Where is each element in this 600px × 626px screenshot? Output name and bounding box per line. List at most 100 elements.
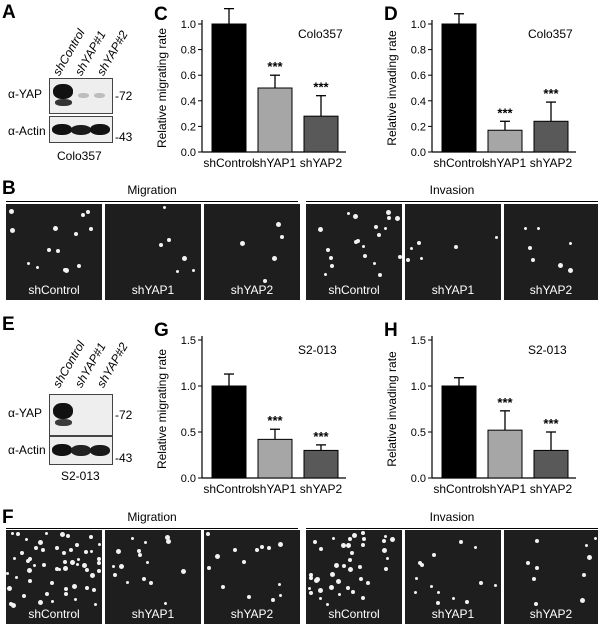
micrograph: shYAP1 <box>405 204 501 300</box>
cell-dot <box>361 543 365 547</box>
cell-dot <box>13 557 16 560</box>
western-blot-s2-013: shControl shYAP#1 shYAP#2 α-YAP -72 α-Ac… <box>0 312 140 492</box>
cell-dot <box>347 212 350 215</box>
cell-line-label: S2-013 <box>61 469 100 483</box>
cell-dot <box>116 549 121 554</box>
cell-dot <box>33 564 36 567</box>
cell-dot <box>85 568 89 572</box>
bar <box>533 449 569 479</box>
cell-dot <box>326 603 329 606</box>
y-axis-label: Relative invading rate <box>385 351 399 467</box>
cell-dot <box>350 551 354 555</box>
group-title-migration: Migration <box>127 510 177 524</box>
cell-dot <box>329 256 333 260</box>
blot-strip-actin <box>49 116 113 143</box>
cell-dot <box>138 553 142 557</box>
cell-dot <box>386 210 391 215</box>
cell-dot <box>84 550 88 554</box>
cell-dot <box>341 543 346 548</box>
cell-dot <box>75 543 79 547</box>
cell-dot <box>386 557 389 560</box>
y-tick-label: 1.5 <box>181 335 196 347</box>
cell-dot <box>353 214 358 219</box>
cell-dot <box>410 247 413 250</box>
cell-dot <box>81 213 85 217</box>
cell-dot <box>330 264 334 268</box>
cell-dot <box>459 540 463 544</box>
cell-dot <box>64 587 68 591</box>
cell-dot <box>384 535 387 538</box>
cell-dot <box>181 569 186 574</box>
cell-dot <box>356 239 360 243</box>
y-tick-label: 0.2 <box>181 121 196 133</box>
y-tick-label: 0.8 <box>411 45 426 57</box>
cell-dot <box>56 249 60 253</box>
micrograph-label: shYAP2 <box>529 607 573 621</box>
group-title-migration: Migration <box>127 183 177 197</box>
cell-dot <box>309 576 313 580</box>
cell-dot <box>276 222 281 227</box>
cell-dot <box>76 563 79 566</box>
micrograph-label: shControl <box>28 607 80 621</box>
cell-dot <box>89 227 93 231</box>
marker-72: -72 <box>115 89 133 103</box>
x-tick-label: shYAP2 <box>300 156 343 170</box>
cell-dot <box>98 543 101 546</box>
y-tick-label: 0.0 <box>411 147 426 159</box>
significance-mark: *** <box>313 429 329 444</box>
bar <box>487 429 523 479</box>
micrograph-label: shYAP2 <box>230 607 274 621</box>
cell-dot <box>15 576 18 579</box>
cell-dot <box>587 555 592 560</box>
y-tick-label: 0.6 <box>181 70 196 82</box>
x-tick-label: shYAP1 <box>254 156 297 170</box>
cell-dot <box>494 584 497 587</box>
cell-dot <box>63 268 67 272</box>
cell-dot <box>11 532 14 535</box>
cell-dot <box>74 598 77 601</box>
micrograph: shYAP1 <box>105 530 201 624</box>
marker-43: -43 <box>115 451 133 465</box>
y-tick-label: 0.4 <box>411 96 426 108</box>
cell-dot <box>97 557 101 561</box>
blot-strip-actin <box>49 436 113 465</box>
cell-dot <box>532 577 536 581</box>
significance-mark: *** <box>497 395 513 410</box>
y-tick-label: 0.5 <box>411 427 426 439</box>
y-tick-label: 1.5 <box>411 335 426 347</box>
cell-dot <box>361 596 365 600</box>
panel-letter: C <box>154 4 168 25</box>
cell-dot <box>363 254 367 258</box>
cell-dot <box>465 600 469 604</box>
cell-dot <box>437 591 440 594</box>
panel-letter-a: A <box>2 2 16 23</box>
cell-dot <box>582 573 586 577</box>
cell-dot <box>159 243 163 247</box>
cell-dot <box>352 533 357 538</box>
cell-dot <box>390 537 395 542</box>
cell-dot <box>58 568 61 571</box>
cell-dot <box>26 559 30 563</box>
micrograph-label: shControl <box>328 283 380 297</box>
x-tick-label: shYAP2 <box>530 156 573 170</box>
cell-dot <box>272 256 277 261</box>
y-tick-label: 0.0 <box>181 473 196 485</box>
blot-strip-yap <box>49 78 113 114</box>
cell-dot <box>430 585 433 588</box>
bar <box>257 438 293 479</box>
cell-dot <box>279 594 282 597</box>
bar <box>441 385 477 479</box>
significance-mark: *** <box>497 105 513 120</box>
cell-dot <box>113 573 117 577</box>
x-tick-label: shYAP1 <box>484 482 527 496</box>
micrograph-label: shYAP1 <box>131 283 175 297</box>
cell-dot <box>377 233 381 237</box>
cell-dot <box>166 539 171 544</box>
y-tick-label: 0.0 <box>411 473 426 485</box>
cell-dot <box>420 257 423 260</box>
cell-dot <box>20 551 24 555</box>
cell-dot <box>436 601 440 605</box>
cell-dot <box>86 210 90 214</box>
y-tick-label: 1.0 <box>181 381 196 393</box>
panel-letter-b: B <box>2 178 16 199</box>
